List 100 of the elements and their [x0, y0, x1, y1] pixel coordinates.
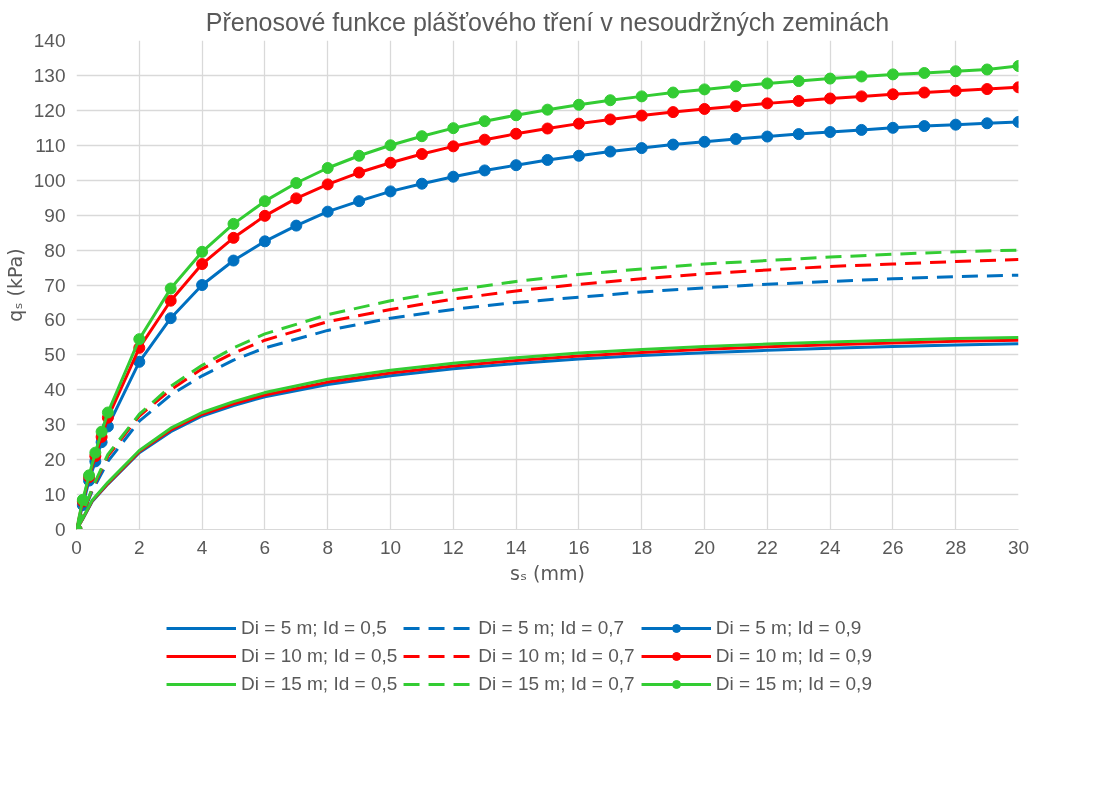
x-tick-label: 12: [442, 536, 464, 558]
point: [886, 68, 899, 81]
y-tick-label: 90: [44, 204, 66, 226]
y-tick-label: 110: [35, 134, 66, 156]
point: [698, 102, 711, 115]
point: [918, 86, 931, 99]
point: [604, 113, 617, 126]
point: [949, 118, 962, 131]
point: [824, 72, 837, 85]
legend-label: Di = 5 m; Id = 0,5: [241, 617, 387, 639]
point: [133, 333, 146, 346]
point: [478, 133, 491, 146]
y-tick-label: 80: [44, 239, 66, 261]
point: [572, 117, 585, 130]
point: [541, 153, 554, 166]
y-tick-label: 30: [44, 414, 66, 436]
legend-label: Di = 10 m; Id = 0,9: [715, 645, 872, 667]
point: [667, 106, 680, 119]
x-tick-label: 2: [134, 536, 145, 558]
y-tick-label: 0: [54, 519, 66, 540]
point: [604, 145, 617, 158]
x-tick-label: 30: [1007, 536, 1030, 558]
point: [321, 178, 334, 191]
point: [698, 83, 711, 96]
point: [635, 109, 648, 122]
point: [572, 98, 585, 111]
point: [321, 205, 334, 218]
point: [290, 192, 303, 205]
point: [196, 245, 209, 258]
point: [635, 90, 648, 103]
point: [541, 103, 554, 116]
point: [667, 138, 680, 151]
point: [855, 90, 868, 103]
point: [886, 88, 899, 101]
point: [729, 100, 742, 113]
y-tick-label: 50: [44, 344, 66, 366]
point: [792, 75, 805, 88]
x-tick-label: 8: [322, 536, 333, 558]
point: [196, 258, 209, 271]
point: [918, 66, 931, 79]
point: [667, 86, 680, 99]
point: [572, 149, 585, 162]
x-axis-title: sₛ (mm): [510, 561, 585, 584]
point: [824, 92, 837, 105]
x-tick-label: 22: [756, 536, 778, 558]
legend-label: Di = 15 m; Id = 0,7: [478, 673, 635, 695]
point: [981, 117, 994, 130]
point: [101, 406, 114, 419]
point: [415, 177, 428, 190]
point: [447, 122, 460, 135]
point: [164, 282, 177, 295]
legend-label: Di = 10 m; Id = 0,7: [478, 645, 635, 667]
point: [384, 156, 397, 169]
point: [353, 195, 366, 208]
point: [258, 235, 271, 248]
point: [510, 127, 523, 140]
point: [384, 185, 397, 198]
y-tick-label: 10: [44, 484, 66, 506]
point: [981, 63, 994, 76]
point: [164, 294, 177, 307]
legend-label: Di = 10 m; Id = 0,5: [241, 645, 398, 667]
x-tick-label: 26: [882, 536, 904, 558]
x-tick-label: 14: [505, 536, 528, 558]
x-tick-label: 6: [259, 536, 271, 558]
point: [196, 279, 209, 291]
x-tick-label: 20: [693, 536, 716, 558]
point: [290, 177, 303, 189]
y-tick-label: 140: [33, 30, 66, 51]
y-tick-label: 40: [44, 379, 66, 401]
x-tick-label: 10: [379, 536, 402, 558]
y-tick-label: 100: [33, 169, 66, 191]
point: [258, 195, 271, 208]
point: [290, 219, 303, 232]
point: [258, 209, 271, 222]
point: [415, 130, 428, 143]
point: [729, 80, 742, 93]
x-tick-label: 0: [71, 536, 82, 558]
point: [604, 94, 617, 107]
point: [761, 77, 774, 90]
point: [918, 120, 931, 133]
point: [824, 126, 837, 138]
point: [792, 128, 805, 141]
y-tick-label: 60: [44, 309, 66, 331]
y-tick-label: 20: [44, 449, 66, 471]
x-tick-label: 16: [568, 536, 590, 558]
point: [510, 109, 523, 122]
y-tick-label: 130: [33, 64, 66, 86]
point: [384, 139, 397, 152]
legend-label: Di = 5 m; Id = 0,9: [715, 617, 862, 639]
y-tick-label: 120: [33, 99, 66, 121]
point: [855, 123, 868, 136]
x-tick-label: 24: [819, 536, 842, 558]
point: [133, 355, 146, 368]
point: [415, 148, 428, 161]
point: [227, 231, 240, 244]
point: [761, 97, 774, 110]
chart-title: Přenosové funkce plášťového tření v nesoudržných zeminách: [205, 7, 890, 36]
x-tick-label: 4: [196, 536, 208, 558]
y-axis-title: qₛ (kPa): [3, 248, 26, 322]
point: [227, 254, 240, 267]
